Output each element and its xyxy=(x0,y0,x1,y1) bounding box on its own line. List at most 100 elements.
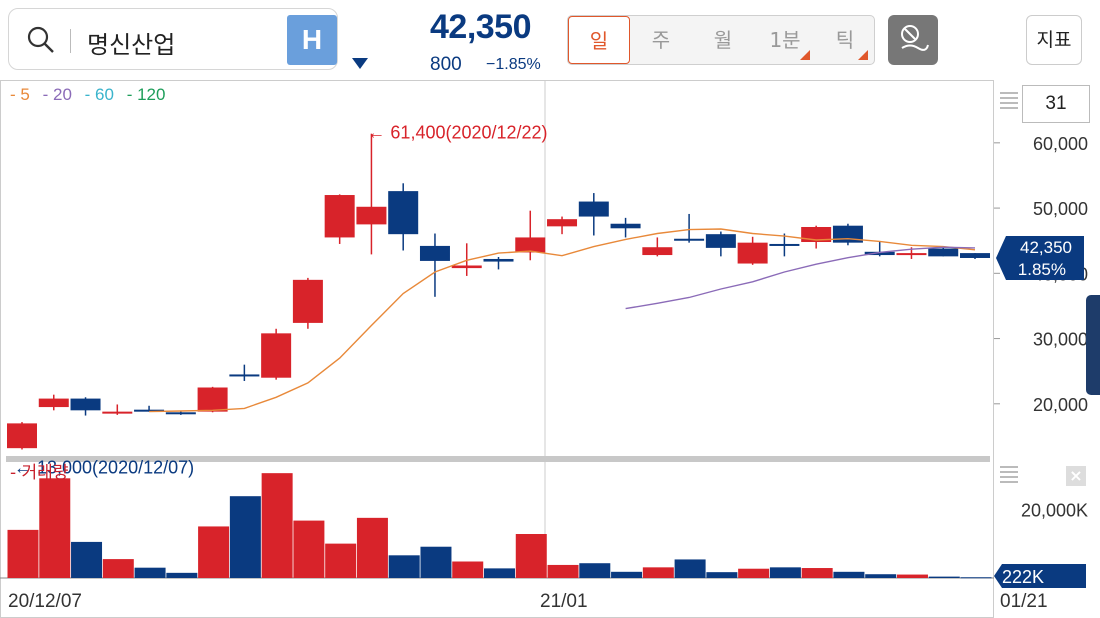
candle-body xyxy=(229,374,260,377)
volume-bar xyxy=(452,561,484,578)
dropdown-triangle-icon[interactable] xyxy=(352,58,368,69)
candle-body xyxy=(642,247,673,256)
volume-bar xyxy=(134,567,166,578)
current-volume-tag-value: 222K xyxy=(1002,567,1044,587)
scale-grip-icon xyxy=(1000,92,1018,94)
candle-body xyxy=(674,238,705,241)
ma5-line xyxy=(149,228,976,413)
scale-grip-icon xyxy=(1000,107,1018,109)
search-icon[interactable] xyxy=(27,26,55,54)
period-tabs: 일 주 월 1분 틱 xyxy=(567,15,875,65)
volume-bar xyxy=(356,517,388,578)
volume-bar xyxy=(769,567,801,578)
candle-body xyxy=(705,234,736,248)
price-change-pct: −1.85% xyxy=(486,56,541,73)
candle-body xyxy=(547,219,578,227)
y-tick-label: 60,000 xyxy=(1033,134,1088,154)
candle-body xyxy=(7,423,37,449)
current-volume-tag xyxy=(994,564,1086,588)
candle-body xyxy=(38,398,69,408)
h-badge[interactable]: H xyxy=(287,15,337,65)
current-price: 42,350 xyxy=(430,8,532,46)
candle-body xyxy=(451,265,482,269)
volume-bar xyxy=(515,534,547,578)
candle-body xyxy=(70,398,101,411)
volume-bar xyxy=(706,572,738,578)
volume-bar xyxy=(642,567,674,578)
scale-grip-icon xyxy=(1000,97,1018,99)
scale-grip-icon xyxy=(1000,471,1018,473)
volume-bar xyxy=(579,563,611,578)
drawing-tool-icon xyxy=(901,25,929,51)
search-divider xyxy=(70,29,71,53)
price-change: 800 xyxy=(430,54,462,75)
scale-grip-icon xyxy=(1000,466,1018,468)
tab-minute[interactable]: 1분 xyxy=(754,16,816,64)
scale-grip-icon xyxy=(1000,102,1018,104)
candle-body xyxy=(769,243,800,246)
stock-search-box[interactable]: 명신산업 H xyxy=(8,8,338,70)
volume-bar xyxy=(865,574,897,578)
volume-bar xyxy=(198,526,230,578)
volume-bar xyxy=(229,496,261,578)
volume-bar xyxy=(166,572,198,578)
candle-body xyxy=(610,223,641,229)
volume-bar xyxy=(833,571,865,578)
chart-frame xyxy=(0,80,994,618)
corner-marker-icon xyxy=(858,50,868,60)
legend-ma5: - 5 xyxy=(10,85,30,104)
legend-ma60: - 60 xyxy=(84,85,114,104)
volume-bar xyxy=(293,520,325,578)
volume-bar xyxy=(960,577,992,579)
high-annotation: ← 61,400(2020/12/22) xyxy=(367,123,547,143)
candle-body xyxy=(324,195,355,238)
scale-grip-icon xyxy=(1000,481,1018,483)
tab-weekly[interactable]: 주 xyxy=(651,28,671,52)
volume-bar xyxy=(928,576,960,578)
current-price-tag xyxy=(996,235,1084,280)
volume-bar xyxy=(7,529,39,578)
side-panel-handle[interactable] xyxy=(1086,295,1100,395)
volume-bar xyxy=(102,559,134,578)
pane-splitter xyxy=(6,456,990,462)
current-price-tag-pct: 1.85% xyxy=(1018,260,1066,279)
candle-body xyxy=(102,411,133,414)
volume-legend: - 거래량 xyxy=(10,463,69,483)
ma-legend: - 5 - 20 - 60 - 120 xyxy=(10,85,173,105)
low-annotation: ← 13,000(2020/12/07) xyxy=(14,457,194,477)
current-price-tag-value: 42,350 xyxy=(1020,238,1072,257)
candle-body xyxy=(134,409,165,412)
candle-body xyxy=(388,191,419,235)
candle-body xyxy=(928,248,959,257)
y-tick-label: 50,000 xyxy=(1033,199,1088,219)
ma20-line xyxy=(625,246,976,310)
candle-count-box[interactable]: 31 xyxy=(1022,85,1090,123)
candle-body xyxy=(515,237,546,253)
volume-bar xyxy=(801,568,833,578)
tab-daily[interactable]: 일 xyxy=(568,16,630,64)
volume-bar xyxy=(388,555,420,578)
volume-bar xyxy=(896,574,928,578)
indicator-button[interactable]: 지표 xyxy=(1026,15,1082,65)
candle-body xyxy=(261,333,292,378)
candle-body xyxy=(737,242,768,264)
y-tick-label: 20,000 xyxy=(1033,395,1088,415)
candle-body xyxy=(197,387,228,412)
x-tick-label: 01/21 xyxy=(1000,591,1048,612)
stock-name[interactable]: 명신산업 xyxy=(87,31,176,59)
tab-monthly[interactable]: 월 xyxy=(713,28,733,52)
scale-grip-icon xyxy=(1000,476,1018,478)
candle-body xyxy=(292,279,323,323)
legend-ma20: - 20 xyxy=(42,85,72,104)
volume-bar xyxy=(325,543,357,578)
volume-bar xyxy=(71,541,103,578)
drawing-tool-button[interactable] xyxy=(888,15,938,65)
volume-tick-label: 20,000K xyxy=(1021,500,1088,520)
volume-bar xyxy=(611,571,643,578)
volume-bar xyxy=(738,568,770,578)
x-tick-label: 21/01 xyxy=(540,591,588,612)
close-volume-icon[interactable]: × xyxy=(1066,466,1086,486)
tab-tick[interactable]: 틱 xyxy=(816,16,874,64)
x-tick-label: 20/12/07 xyxy=(8,591,82,612)
